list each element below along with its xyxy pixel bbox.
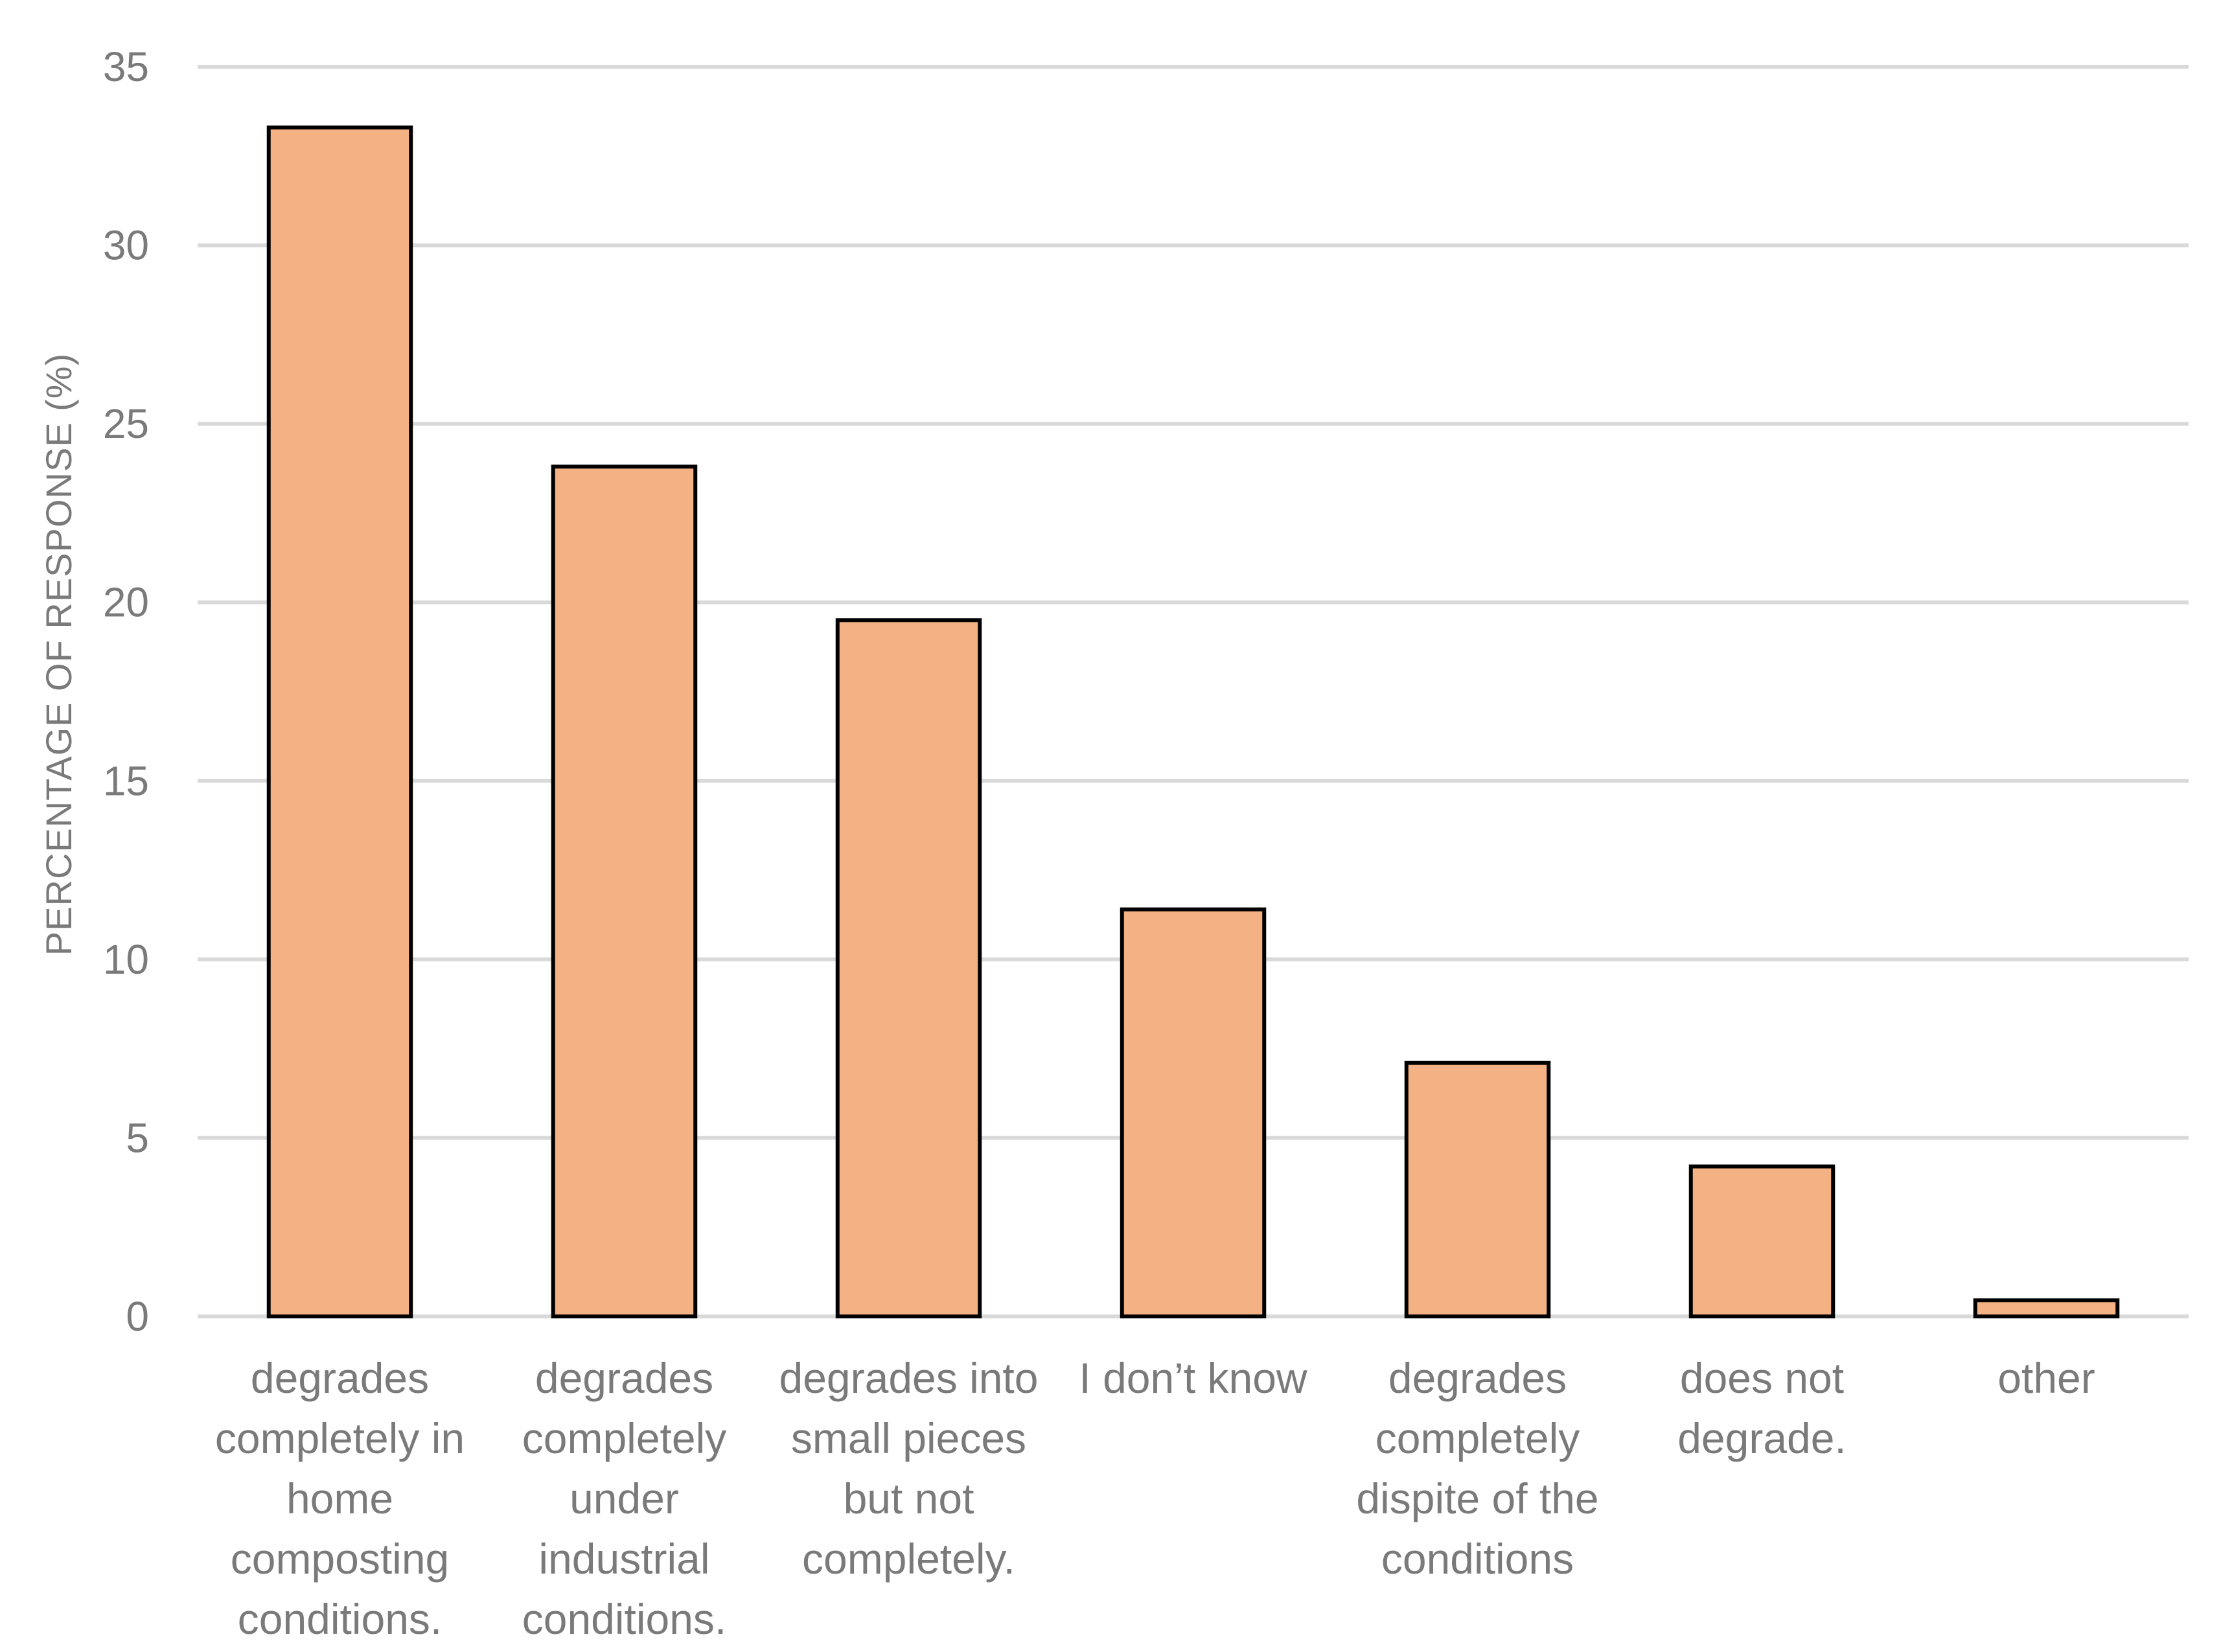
x-axis-labels: degrades completely in home composting condi…: [215, 1354, 2095, 1643]
x-category-label-line: composting: [231, 1535, 450, 1583]
y-tick-label: 15: [103, 757, 149, 804]
x-category-label: degrades completely under industrial conditi…: [522, 1354, 727, 1643]
x-category-label-line: dispite of the: [1356, 1474, 1598, 1522]
bar: [551, 465, 698, 1318]
bar: [1404, 1061, 1551, 1319]
y-tick-label: 0: [126, 1293, 149, 1340]
y-axis-title: PERCENTAGE OF RESPONSE (%): [38, 353, 79, 956]
bar: [1973, 1298, 2120, 1319]
x-category-label-line: degrade.: [1677, 1414, 1847, 1462]
x-category-label: degrades completely dispite of the conditio…: [1356, 1354, 1598, 1583]
x-category-label: other: [1997, 1354, 2095, 1402]
x-category-label-line: degrades: [1388, 1354, 1567, 1402]
y-tick-label: 25: [103, 400, 149, 447]
x-category-label-line: degrades: [251, 1354, 429, 1402]
bar: [1120, 907, 1267, 1318]
x-category-label-line: does not: [1680, 1354, 1844, 1402]
x-category-label-line: completely: [1375, 1414, 1580, 1462]
x-category-label-line: small pieces: [791, 1414, 1026, 1462]
x-category-label: does not degrade.: [1677, 1354, 1847, 1462]
x-category-label-line: degrades into: [779, 1354, 1039, 1402]
x-category-label: degrades into small pieces but not complete…: [779, 1354, 1039, 1583]
x-category-label-line: conditions.: [238, 1595, 443, 1643]
y-axis-ticks: 0 5 10 15 20 25 30 35: [103, 43, 149, 1340]
x-category-label-line: completely: [522, 1414, 726, 1462]
x-category-label: I don’t know: [1079, 1354, 1307, 1402]
y-tick-label: 30: [103, 222, 149, 269]
x-category-label-line: other: [1997, 1354, 2095, 1402]
x-category-label-line: home: [286, 1474, 393, 1522]
x-category-label-line: I don’t know: [1079, 1354, 1307, 1402]
bar: [266, 125, 413, 1318]
x-category-label: degrades completely in home composting condi…: [215, 1354, 465, 1643]
x-category-label-line: conditions: [1381, 1535, 1574, 1583]
x-category-label-line: completely in: [215, 1414, 465, 1462]
x-category-label-line: but not: [844, 1474, 974, 1522]
x-category-label-line: under: [570, 1474, 679, 1522]
y-tick-label: 10: [103, 936, 149, 983]
bars: [266, 125, 2120, 1319]
x-category-label-line: completely.: [802, 1535, 1015, 1583]
x-category-label-line: conditions.: [522, 1595, 727, 1643]
x-category-label-line: degrades: [535, 1354, 713, 1402]
y-tick-label: 5: [126, 1114, 149, 1161]
x-category-label-line: industrial: [538, 1535, 709, 1583]
bar: [835, 618, 982, 1318]
y-tick-label: 35: [103, 43, 149, 90]
bar: [1688, 1164, 1835, 1319]
y-tick-label: 20: [103, 579, 149, 626]
